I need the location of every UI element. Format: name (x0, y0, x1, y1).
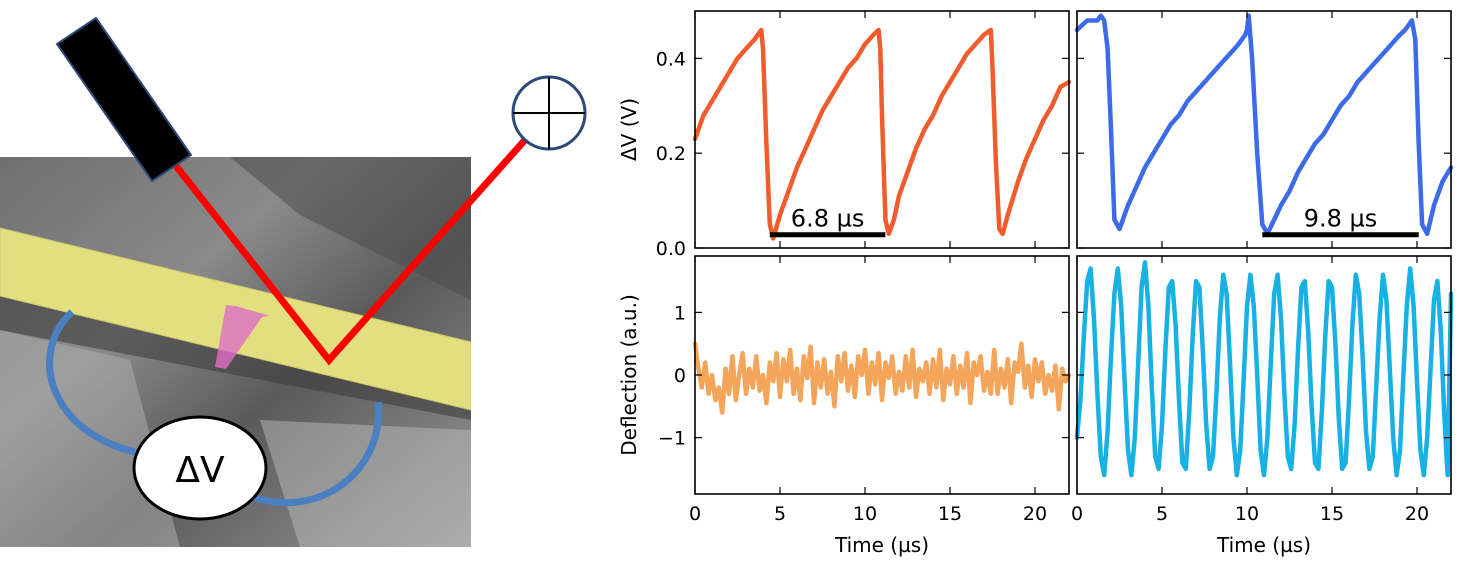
laser-beam (173, 110, 552, 366)
y-axis-label: Deflection (a.u.) (617, 294, 641, 456)
chart-panel-top-right: 9.8 µs (1074, 10, 1454, 249)
period-annotation: 9.8 µs (1304, 205, 1378, 233)
x-tick-label: 15 (1320, 503, 1344, 525)
right-contact-wire (251, 401, 382, 506)
y-tick-label: 0 (674, 365, 686, 387)
x-tick-label: 0 (689, 503, 701, 525)
chart-panel-top-left: 0.0 0.2 0.4 ΔV (V) 6.8 µs (617, 10, 1072, 260)
x-tick-label: 5 (774, 503, 786, 525)
series-line (1074, 260, 1454, 478)
laser-source-icon (55, 16, 193, 183)
x-tick-label: 5 (1156, 503, 1168, 525)
y-tick-label: −1 (658, 428, 686, 450)
series-line (1074, 13, 1454, 237)
x-axis-label: Time (µs) (834, 533, 929, 557)
y-tick-label: 1 (674, 302, 686, 324)
cantilever-marker (215, 305, 270, 369)
plot-frame (694, 10, 1070, 249)
left-contact-wire (46, 309, 136, 456)
voltage-meter-label: ΔV (175, 450, 225, 491)
x-tick-label: 20 (1405, 503, 1429, 525)
photodetector-crosshair-icon (511, 75, 587, 151)
series-line (692, 341, 1072, 415)
x-tick-label: 0 (1071, 503, 1083, 525)
sem-facet-left (0, 330, 180, 547)
sem-micrograph (0, 157, 471, 547)
x-tick-label: 10 (853, 503, 877, 525)
x-tick-label: 20 (1023, 503, 1047, 525)
plot-frame (1076, 10, 1452, 249)
y-tick-label: 0.4 (656, 48, 686, 70)
y-tick-label: 0.2 (656, 143, 686, 165)
voltage-meter: ΔV (132, 415, 268, 521)
x-tick-label: 10 (1235, 503, 1259, 525)
schematic-panel: ΔV (0, 16, 587, 547)
y-axis-label: ΔV (V) (617, 98, 641, 161)
x-axis-label: Time (µs) (1216, 533, 1311, 557)
chart-panel-bottom-right: 0 5 10 15 20 Time (µs) (1071, 255, 1454, 557)
series-line (692, 27, 1072, 241)
x-tick-label: 15 (938, 503, 962, 525)
voltage-meter-circle (132, 415, 268, 521)
period-annotation: 6.8 µs (791, 205, 865, 233)
y-tick-label: 0.0 (656, 238, 686, 260)
sem-facet-right (260, 420, 471, 547)
